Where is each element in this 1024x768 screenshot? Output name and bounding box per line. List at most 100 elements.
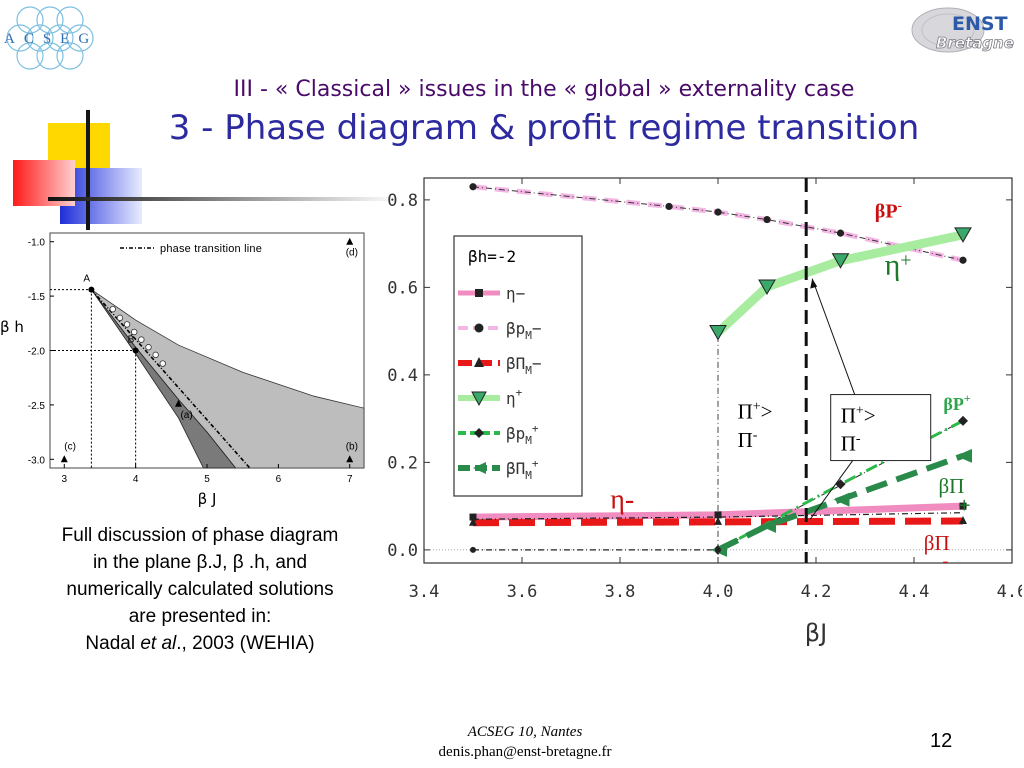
annotation-bpi-plus: βΠ [939,474,965,498]
marker-bpm-minus [714,208,722,216]
box-arrow-down [809,460,854,520]
x-tick-label: 4 [133,474,139,485]
region-label: (b) [346,441,358,452]
legend-marker [473,462,486,474]
transition-circle [159,360,166,367]
x-tick-label: 6 [276,474,282,485]
x-tick-label: 3.6 [507,582,538,602]
page-number: 12 [930,730,953,752]
legend-marker [474,428,484,438]
y-tick-label: 0.8 [387,191,418,211]
description-line-3: numerically calculated solutions [66,579,334,600]
x-tick-label: 3.4 [409,582,440,602]
marker-bpm-minus [665,202,673,211]
y-axis-label: β h [0,318,24,336]
x-tick-label: 7 [347,474,353,485]
transition-circle [131,328,138,336]
point-b [132,347,139,354]
region-marker [174,399,182,407]
annotation-eta-plus: η+ [885,248,912,281]
y-tick-label: -3.0 [28,455,46,466]
decorative-squares [13,110,400,230]
acseg-logo-text: ACSEG [4,31,98,47]
point-a [88,286,95,293]
profit-regime-chart: 3.4 3.6 3.8 4.0 4.2 4.4 4.6 0.0 0.2 0.4 0.6 0.8 βJ βh… [387,177,1022,647]
series-eta-minus-line [472,512,964,520]
marker-eta-minus [714,511,722,519]
citation-rest: ., 2003 (WEHIA) [176,633,315,654]
marker-eta-plus [758,279,776,295]
marker-eta-plus [831,253,850,269]
marker-eta-minus [959,502,967,510]
phase-diagram-chart: A B (a) (b) (c) (d) phase transition line 3 4 5 6 7… [0,232,365,508]
marker-bpim-plus [956,448,972,463]
series-bpim-plus [716,452,965,553]
vertical-rule [86,110,90,230]
region-label: (d) [346,248,358,259]
marker-eta-plus [709,324,727,341]
series-bpim-minus [472,517,964,527]
x-tick-label: 4.2 [801,582,832,602]
enst-logo-text: ENST [952,13,1008,35]
region-label-line-1: Π+> [738,400,773,424]
y-tick-label: 0.0 [387,541,418,561]
y-tick-label: -2.5 [28,401,46,412]
annotation-eta-minus: η- [610,484,634,515]
description-text: Full discussion of phase diagram in the … [28,522,372,657]
box-label-line-2: Π- [841,432,861,456]
legend-label: βΠM− [506,354,542,377]
marker-bpm-minus [763,215,771,224]
legend-label: βpM+ [506,422,539,447]
transition-circle [145,344,152,351]
x-tick-label: 4.0 [703,582,734,602]
region-marker [346,237,354,245]
annotation-bp-plus: βP+ [943,391,970,414]
annotation-bp-minus: βP- [875,197,902,222]
footer-email: denis.phan@enst-bretagne.fr [438,744,612,760]
transition-box [830,394,932,462]
marker-zero-start [470,546,476,553]
legend-label: η+ [506,386,523,408]
legend-marker [474,323,484,333]
marker-bpm-minus [959,256,967,264]
marker-bpm-minus [469,183,477,191]
box-label-line-1: Π+> [841,404,876,428]
x-tick-label: 4.4 [899,582,930,602]
region-label: (a) [180,410,192,421]
horizontal-rule [48,197,400,201]
marker-bpm-plus [835,479,846,490]
region-label: (c) [64,441,76,452]
legend-label: βpM− [506,319,542,342]
series-bpm-minus-line [472,186,964,261]
point-label-a: A [83,274,90,285]
description-line-4: are presented in: [128,606,272,627]
marker-eta-plus [954,227,972,243]
annotation-bpi-minus-sub: - [942,552,948,572]
region-marker [60,455,68,463]
slide-subtitle: III - « Classical » issues in the « glob… [233,77,855,102]
description-line-1: Full discussion of phase diagram [61,525,339,546]
x-axis-label: β J [198,490,217,508]
transition-circle [138,336,145,343]
legend-marker [471,391,487,407]
y-tick-label: 0.2 [387,453,418,473]
transition-circle [123,321,131,328]
footer-conference: ACSEG 10, Nantes [467,724,583,740]
marker-zero-4 [715,546,721,553]
citation-etal: et al [140,633,177,654]
x-tick-label: 4.6 [997,582,1022,602]
annotation-bpi-plus-sub: + [957,496,971,516]
description-line-2: in the plane β.J, β .h, and [92,552,308,573]
legend-marker [475,289,483,297]
region-label-line-2: Π- [738,428,758,452]
y-tick-label: -1.5 [28,292,46,303]
transition-circle [109,305,116,313]
marker-bpm-minus [836,229,845,237]
arrow-head-up [810,278,818,289]
citation-author: Nadal [85,633,141,654]
box-arrow-up [811,278,856,395]
marker-bpim-plus [760,518,776,533]
series-bpm-minus [472,184,964,263]
y-tick-label: -2.0 [28,347,46,358]
description-line-5: Nadal et al., 2003 (WEHIA) [28,630,372,657]
